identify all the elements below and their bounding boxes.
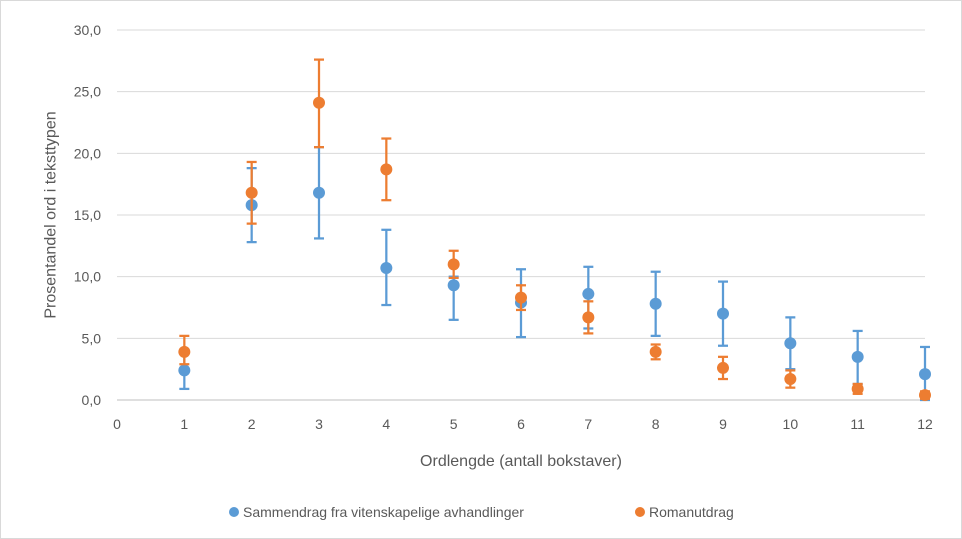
x-tick-label: 5 [450,416,458,432]
data-point [717,307,729,320]
x-tick-label: 7 [584,416,592,432]
x-tick-label: 10 [783,416,799,432]
data-point [784,373,797,386]
x-tick-label: 3 [315,416,323,432]
y-axis-title: Prosentandel ord i teksttypen [43,111,60,318]
x-tick-label: 6 [517,416,525,432]
data-point [515,291,527,304]
legend-marker [229,507,239,517]
legend-item: Romanutdrag [635,504,734,520]
data-point [178,345,191,358]
data-point [582,287,595,300]
x-tick-label: 2 [248,416,256,432]
x-tick-label: 1 [180,416,188,432]
data-point [582,311,595,324]
data-point [784,337,797,350]
data-point [313,186,325,199]
data-point [649,297,662,310]
data-point [380,262,393,275]
x-tick-label: 12 [917,416,933,432]
y-tick-label: 25,0 [74,84,101,100]
y-tick-label: 20,0 [74,145,101,161]
data-point [919,368,931,381]
data-point [851,350,864,363]
data-point [178,364,191,377]
series-layer [178,58,931,402]
x-tick-label: 11 [850,416,865,432]
y-tick-label: 10,0 [74,269,101,285]
y-tick-label: 15,0 [74,207,101,223]
gridlines [117,29,925,401]
legend-label: Sammendrag fra vitenskapelige avhandling… [243,504,524,520]
legend-label: Romanutdrag [649,504,734,520]
x-axis-tick-labels: 0 1 2 3 4 5 6 7 8 9 10 11 12 [113,416,933,432]
data-point [919,389,931,402]
data-point [245,186,258,199]
data-point [649,345,662,358]
x-tick-label: 0 [113,416,121,432]
y-axis-tick-labels: 0,0 5,0 10,0 15,0 20,0 25,0 30,0 [74,22,101,408]
y-tick-label: 0,0 [82,392,102,408]
y-tick-label: 5,0 [82,330,102,346]
data-point [380,163,393,176]
data-point [851,382,864,395]
x-tick-label: 4 [382,416,390,432]
series-2 [178,58,931,402]
data-point [313,96,325,109]
x-axis-title: Ordlengde (antall bokstaver) [420,453,622,470]
legend-item: Sammendrag fra vitenskapelige avhandling… [229,504,524,520]
series-1 [178,146,931,402]
data-point [447,258,460,271]
data-point [447,279,460,292]
x-tick-label: 8 [652,416,660,432]
y-tick-label: 30,0 [74,22,101,38]
data-point [717,361,729,374]
x-tick-label: 9 [719,416,727,432]
legend-marker [635,507,645,517]
legend: Sammendrag fra vitenskapelige avhandling… [229,504,734,520]
